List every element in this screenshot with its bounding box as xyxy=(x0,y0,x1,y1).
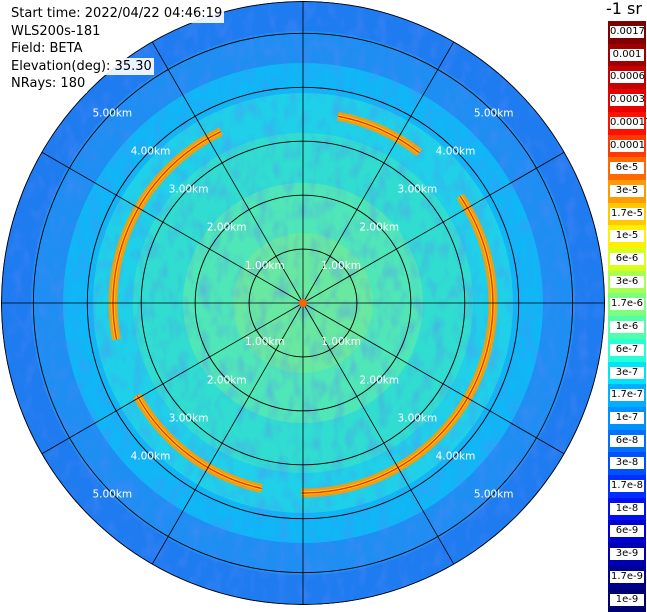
colorbar-label: 6e-5 xyxy=(610,162,644,175)
spoke-240 xyxy=(41,302,304,455)
range-label: 3.00km xyxy=(398,184,438,196)
range-label: 3.00km xyxy=(169,184,209,196)
range-label: 3.00km xyxy=(398,412,438,424)
spoke-60 xyxy=(302,151,565,304)
colorbar-label: 1e-5 xyxy=(610,230,644,243)
range-label: 1.00km xyxy=(245,336,285,348)
range-label: 3.00km xyxy=(169,412,209,424)
colorbar-label: 0.001 xyxy=(610,48,644,61)
range-labels: 1.00km 1.00km 1.00km 1.00km 2.00km 2.00km 2.00… xyxy=(92,107,513,500)
range-label: 4.00km xyxy=(131,145,171,157)
spoke-120 xyxy=(302,302,565,455)
colorbar-label: 3e-8 xyxy=(610,457,644,470)
range-label: 5.00km xyxy=(474,489,514,501)
colorbar-label: 6e-6 xyxy=(610,253,644,265)
spoke-330 xyxy=(151,41,304,304)
instrument-text: WLS200s-181 xyxy=(0,22,103,40)
range-label: 1.00km xyxy=(321,336,361,348)
colorbar-label: 1e-7 xyxy=(610,411,644,424)
range-label: 5.00km xyxy=(92,489,132,501)
colorbar-label: 3e-7 xyxy=(610,366,644,379)
colorbar-label: 6e-9 xyxy=(610,525,644,538)
colorbar-label: 1e-6 xyxy=(610,321,644,334)
colorbar-label: 0.0003 xyxy=(610,94,645,107)
range-label: 1.00km xyxy=(321,260,361,272)
start-time-text: Start time: 2022/04/22 04:46:19 xyxy=(0,5,225,23)
colorbar-label: 0.00017 xyxy=(610,116,647,129)
scan-info: Start time: 2022/04/22 04:46:19 WLS200s-… xyxy=(0,5,225,93)
range-label: 2.00km xyxy=(207,374,247,386)
range-ring-1km xyxy=(248,248,358,358)
reflectivity-field: 1.00km 1.00km 1.00km 1.00km 2.00km 2.00km 2.00… xyxy=(1,1,605,605)
range-ring-3km xyxy=(140,140,466,466)
colorbar-label: 0.0006 xyxy=(610,71,645,84)
azimuth-spokes xyxy=(1,1,605,605)
range-label: 2.00km xyxy=(207,222,247,234)
nrays-text: NRays: 180 xyxy=(0,75,88,93)
range-label: 1.00km xyxy=(245,260,285,272)
range-label: 5.00km xyxy=(474,107,514,119)
range-ring-5km xyxy=(32,32,574,574)
colorbar-label: 3e-5 xyxy=(610,184,644,197)
spoke-150 xyxy=(302,302,455,565)
colorbar-unit: -1 sr xyxy=(606,0,642,18)
colorbar-label: 0.0001 xyxy=(610,139,645,152)
spoke-30 xyxy=(302,41,455,304)
range-label: 2.00km xyxy=(359,374,399,386)
colorbar-label: 3e-9 xyxy=(610,548,644,561)
spoke-210 xyxy=(151,302,304,565)
colorbar-label: 6e-8 xyxy=(610,434,644,447)
range-ring-4km xyxy=(86,86,520,520)
range-label: 4.00km xyxy=(436,451,476,463)
colorbar-label: 3e-6 xyxy=(610,275,644,288)
field-text: Field: BETA xyxy=(0,40,85,58)
range-ring-2km xyxy=(194,194,412,412)
colorbar-label: 1e-8 xyxy=(610,502,644,515)
scan-edge xyxy=(1,1,605,605)
colorbar-label: 1.7e-7 xyxy=(610,389,644,402)
colorbar-label: 1.7e-6 xyxy=(610,298,644,311)
range-label: 4.00km xyxy=(436,145,476,157)
colorbar-label: 1.7e-5 xyxy=(610,207,644,220)
colorbar-label: 0.0017 xyxy=(610,26,645,38)
elevation-text: Elevation(deg): 35.30 xyxy=(0,57,154,75)
range-label: 2.00km xyxy=(359,222,399,234)
range-label: 4.00km xyxy=(131,451,171,463)
range-rings xyxy=(1,1,605,605)
colorbar-label: 1.7e-8 xyxy=(610,480,644,492)
colorbar-label: 6e-7 xyxy=(610,343,644,356)
colorbar-label: 1e-9 xyxy=(610,593,644,606)
spoke-300 xyxy=(41,151,304,304)
colorbar-label: 1.7e-9 xyxy=(610,570,644,583)
range-label: 5.00km xyxy=(92,107,132,119)
